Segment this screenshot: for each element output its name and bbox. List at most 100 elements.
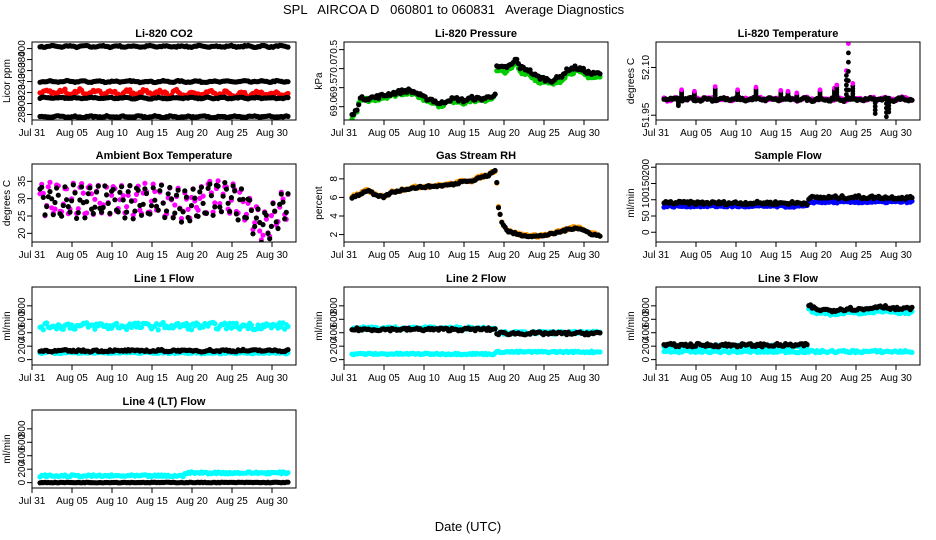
x-tick-label: Aug 15 [448,250,480,261]
data-point [172,202,178,208]
data-point [200,193,206,199]
data-point [92,196,98,202]
spike-point [846,59,851,65]
x-tick-label: Aug 30 [880,373,912,384]
y-tick-label: 800 [17,420,28,437]
panel-title: Li-820 Pressure [435,28,517,40]
x-tick-label: Aug 10 [96,128,128,139]
data-points [661,42,915,120]
data-point [260,232,266,238]
data-point [135,320,141,326]
data-point [248,322,254,328]
data-points [349,324,603,358]
data-point [233,320,239,326]
data-point [268,213,274,219]
data-point [228,195,234,201]
data-point [84,199,90,205]
y-tick-label: 52.10 [641,55,652,80]
x-tick-label: Aug 05 [680,250,712,261]
spike-point [794,90,800,96]
data-points [37,42,291,120]
dip-point [872,104,878,109]
data-points [661,193,915,210]
spike-point [850,81,856,86]
spike-point [844,92,849,97]
x-tick-label: Aug 05 [56,128,88,139]
plot-frame [655,163,921,243]
y-tick-label: 800 [641,297,652,314]
data-point [124,209,130,215]
x-tick-label: Aug 20 [488,250,520,261]
x-tick-label: Aug 10 [96,373,128,384]
panel-title: Li-820 Temperature [738,28,839,40]
data-point [52,199,58,206]
data-point [909,97,915,103]
data-point [44,203,50,210]
spike-point [817,87,823,93]
x-tick-label: Jul 31 [643,373,670,384]
data-point [163,208,170,214]
series-max [37,469,291,480]
series-ref-gas-high [37,42,291,51]
x-tick-label: Aug 10 [720,373,752,384]
data-point [197,189,203,195]
data-point [354,107,360,113]
data-point [909,349,915,355]
x-tick-label: Jul 31 [643,128,670,139]
y-axis: 20 25 30 35 [17,175,32,239]
x-tick-label: Jul 31 [19,496,46,507]
data-point [117,189,123,195]
x-tick-label: Aug 25 [216,128,248,139]
data-point [45,184,51,190]
x-tick-label: Aug 30 [568,128,600,139]
x-axis: Jul 31 Aug 05 Aug 10 Aug 15 Aug 20 Aug 25 Aug … [19,365,288,384]
dip-point [676,103,681,109]
data-point [173,192,180,198]
spike-point [846,78,851,84]
y-tick-label: 380 [17,51,28,68]
data-point [160,319,166,326]
data-point [155,207,161,213]
spike-point [778,88,784,93]
y-tick-label: 400 [329,324,340,341]
data-point [492,326,498,332]
data-point [60,202,66,209]
x-axis: Jul 31 Aug 05 Aug 10 Aug 15 Aug 20 Aug 25 Aug … [19,488,288,507]
x-tick-label: Aug 05 [680,128,712,139]
panel-title: Gas Stream RH [436,150,516,162]
series-average [661,193,915,208]
data-point [222,180,228,186]
data-point [597,233,603,239]
x-axis: Jul 31 Aug 05 Aug 10 Aug 15 Aug 20 Aug 25 Aug … [19,120,288,139]
data-point [282,216,288,222]
x-tick-label: Aug 20 [176,250,208,261]
data-point [267,236,273,242]
data-point [195,207,201,213]
data-point [133,191,140,197]
x-tick-label: Aug 10 [408,128,440,139]
y-tick-label: 200 [641,158,652,175]
data-point [55,192,61,198]
y-axis-label: degrees C [2,180,13,226]
data-point [257,228,263,234]
data-point [188,203,195,209]
data-point [909,304,915,310]
data-point [198,184,204,190]
data-point [74,215,80,221]
x-tick-label: Aug 20 [800,250,832,261]
data-point [260,222,266,228]
data-point [128,198,135,204]
data-point [190,186,196,192]
data-point [158,182,165,188]
y-axis-label: ml/min [626,311,637,340]
data-point [804,202,810,208]
y-tick-label: 600 [17,433,28,450]
x-tick-label: Aug 10 [408,373,440,384]
data-point [247,197,253,203]
data-point [220,193,226,199]
data-points [37,319,291,357]
data-point [177,206,183,212]
y-tick-label: 800 [329,297,340,314]
spike-point [785,88,791,94]
